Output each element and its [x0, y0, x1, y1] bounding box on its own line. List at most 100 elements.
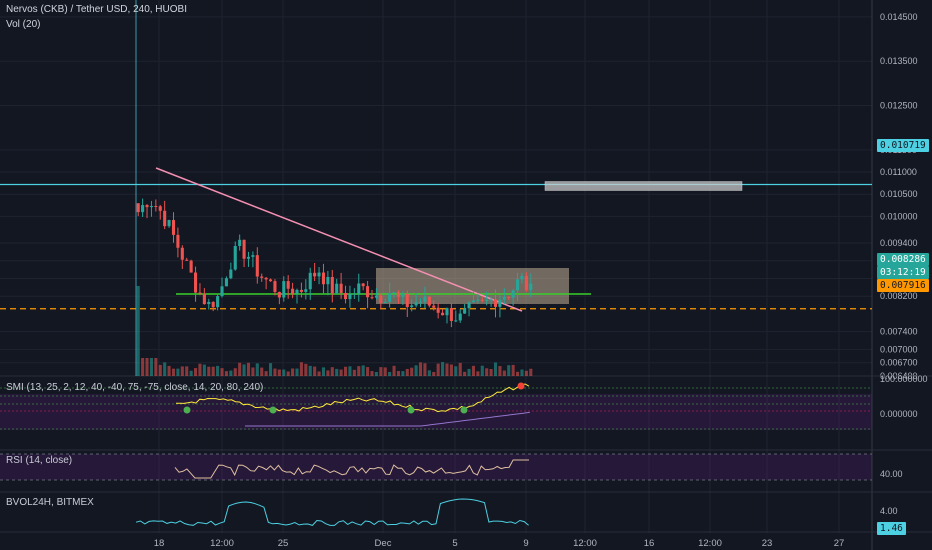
volume-bar [207, 366, 211, 376]
price-tick-label: 0.008200 [880, 291, 918, 301]
candle-body [264, 277, 268, 280]
candle-body [463, 308, 467, 314]
volume-bar [423, 363, 427, 376]
candle-body [141, 205, 145, 213]
volume-bar [449, 364, 453, 376]
time-tick-label: 12:00 [573, 538, 597, 549]
smi-signal-line [245, 411, 530, 427]
volume-bar [383, 367, 387, 376]
volume-bar [158, 364, 162, 376]
candle-body [313, 272, 317, 277]
volume-bar [396, 371, 401, 376]
volume-bar [295, 368, 299, 376]
candle-body [414, 302, 418, 306]
candle-body [449, 308, 453, 321]
volume-bar [145, 358, 149, 376]
volume-bar [361, 365, 365, 376]
candle-body [436, 307, 440, 313]
volume-bar [255, 363, 259, 376]
volume-bar [167, 365, 171, 376]
countdown-tag: 03:12:19 [877, 266, 929, 279]
volume-bar [524, 370, 528, 376]
consolidation-box [376, 268, 569, 304]
candle-body [445, 308, 449, 316]
candle-body [273, 281, 277, 292]
candle-body [352, 293, 356, 295]
volume-bar [194, 368, 198, 376]
volume-bar [163, 362, 167, 376]
volume-bar [529, 368, 533, 376]
volume-bar [445, 363, 449, 376]
volume-bar [242, 364, 246, 376]
last-price-tag: 0.008286 [877, 253, 929, 266]
volume-bar [374, 371, 378, 376]
candle-body [330, 276, 334, 294]
candle-body [396, 292, 401, 297]
volume-bar [405, 368, 409, 376]
volume-bar [233, 368, 237, 376]
volume-bar [476, 371, 480, 376]
candle-body [357, 283, 361, 294]
volume-bar [176, 368, 180, 376]
volume-bar [149, 358, 153, 376]
candle-body [255, 255, 259, 277]
candle-body [185, 259, 189, 261]
time-tick-label: 9 [523, 538, 528, 549]
rsi-band [0, 454, 872, 480]
candle-body [189, 260, 193, 273]
candle-body [441, 312, 445, 316]
volume-bar [471, 365, 475, 376]
volume-bar [516, 371, 520, 376]
time-tick-label: 12:00 [210, 538, 234, 549]
candle-body [291, 288, 295, 294]
volume-bar [418, 362, 423, 376]
volume-bar [392, 365, 396, 376]
candle-body [216, 296, 220, 308]
smi-line [176, 383, 530, 413]
price-tick-label: 0.007000 [880, 344, 918, 354]
volume-bar [441, 362, 445, 376]
volume-bar [180, 366, 184, 376]
rsi-title: RSI (14, close) [6, 455, 73, 466]
smi-tick-label: 0.000000 [880, 409, 918, 419]
support-price-tag: 0.007916 [877, 279, 929, 292]
candle-body [520, 275, 524, 280]
price-tick-label: 0.011000 [880, 167, 917, 177]
candle-body [158, 206, 162, 211]
candle-body [454, 320, 458, 322]
candle-body [343, 292, 348, 300]
candle-body [163, 210, 167, 227]
volume-bar [335, 368, 339, 376]
volume-bar [313, 366, 317, 376]
rsi-line [174, 459, 529, 479]
candle-body [171, 220, 176, 235]
candle-body [485, 299, 489, 301]
bvol-title: BVOL24H, BITMEX [6, 497, 94, 508]
volume-bar [238, 362, 242, 376]
candle-body [498, 299, 502, 307]
resistance-price-tag: 0.010719 [877, 139, 929, 152]
volume-bar [507, 365, 511, 376]
candle-body [260, 276, 264, 278]
candle-body [493, 299, 498, 307]
candle-body [317, 272, 321, 277]
volume-bar [401, 371, 405, 376]
time-tick-label: 5 [452, 538, 457, 549]
volume-bar [520, 369, 524, 376]
candle-body [154, 205, 158, 207]
volume-bar [304, 363, 308, 376]
volume-bar [229, 370, 233, 376]
volume-bar [308, 365, 312, 376]
candle-body [427, 296, 431, 306]
volume-bar [511, 364, 515, 376]
volume-bar [388, 371, 392, 376]
volume-bar [498, 366, 502, 376]
candle-body [502, 297, 506, 300]
candle-body [242, 239, 246, 259]
volume-bar [277, 369, 281, 376]
volume-bar [366, 367, 370, 376]
time-tick-label: 18 [154, 538, 165, 549]
volume-bar [268, 363, 273, 376]
candle-body [286, 281, 290, 289]
